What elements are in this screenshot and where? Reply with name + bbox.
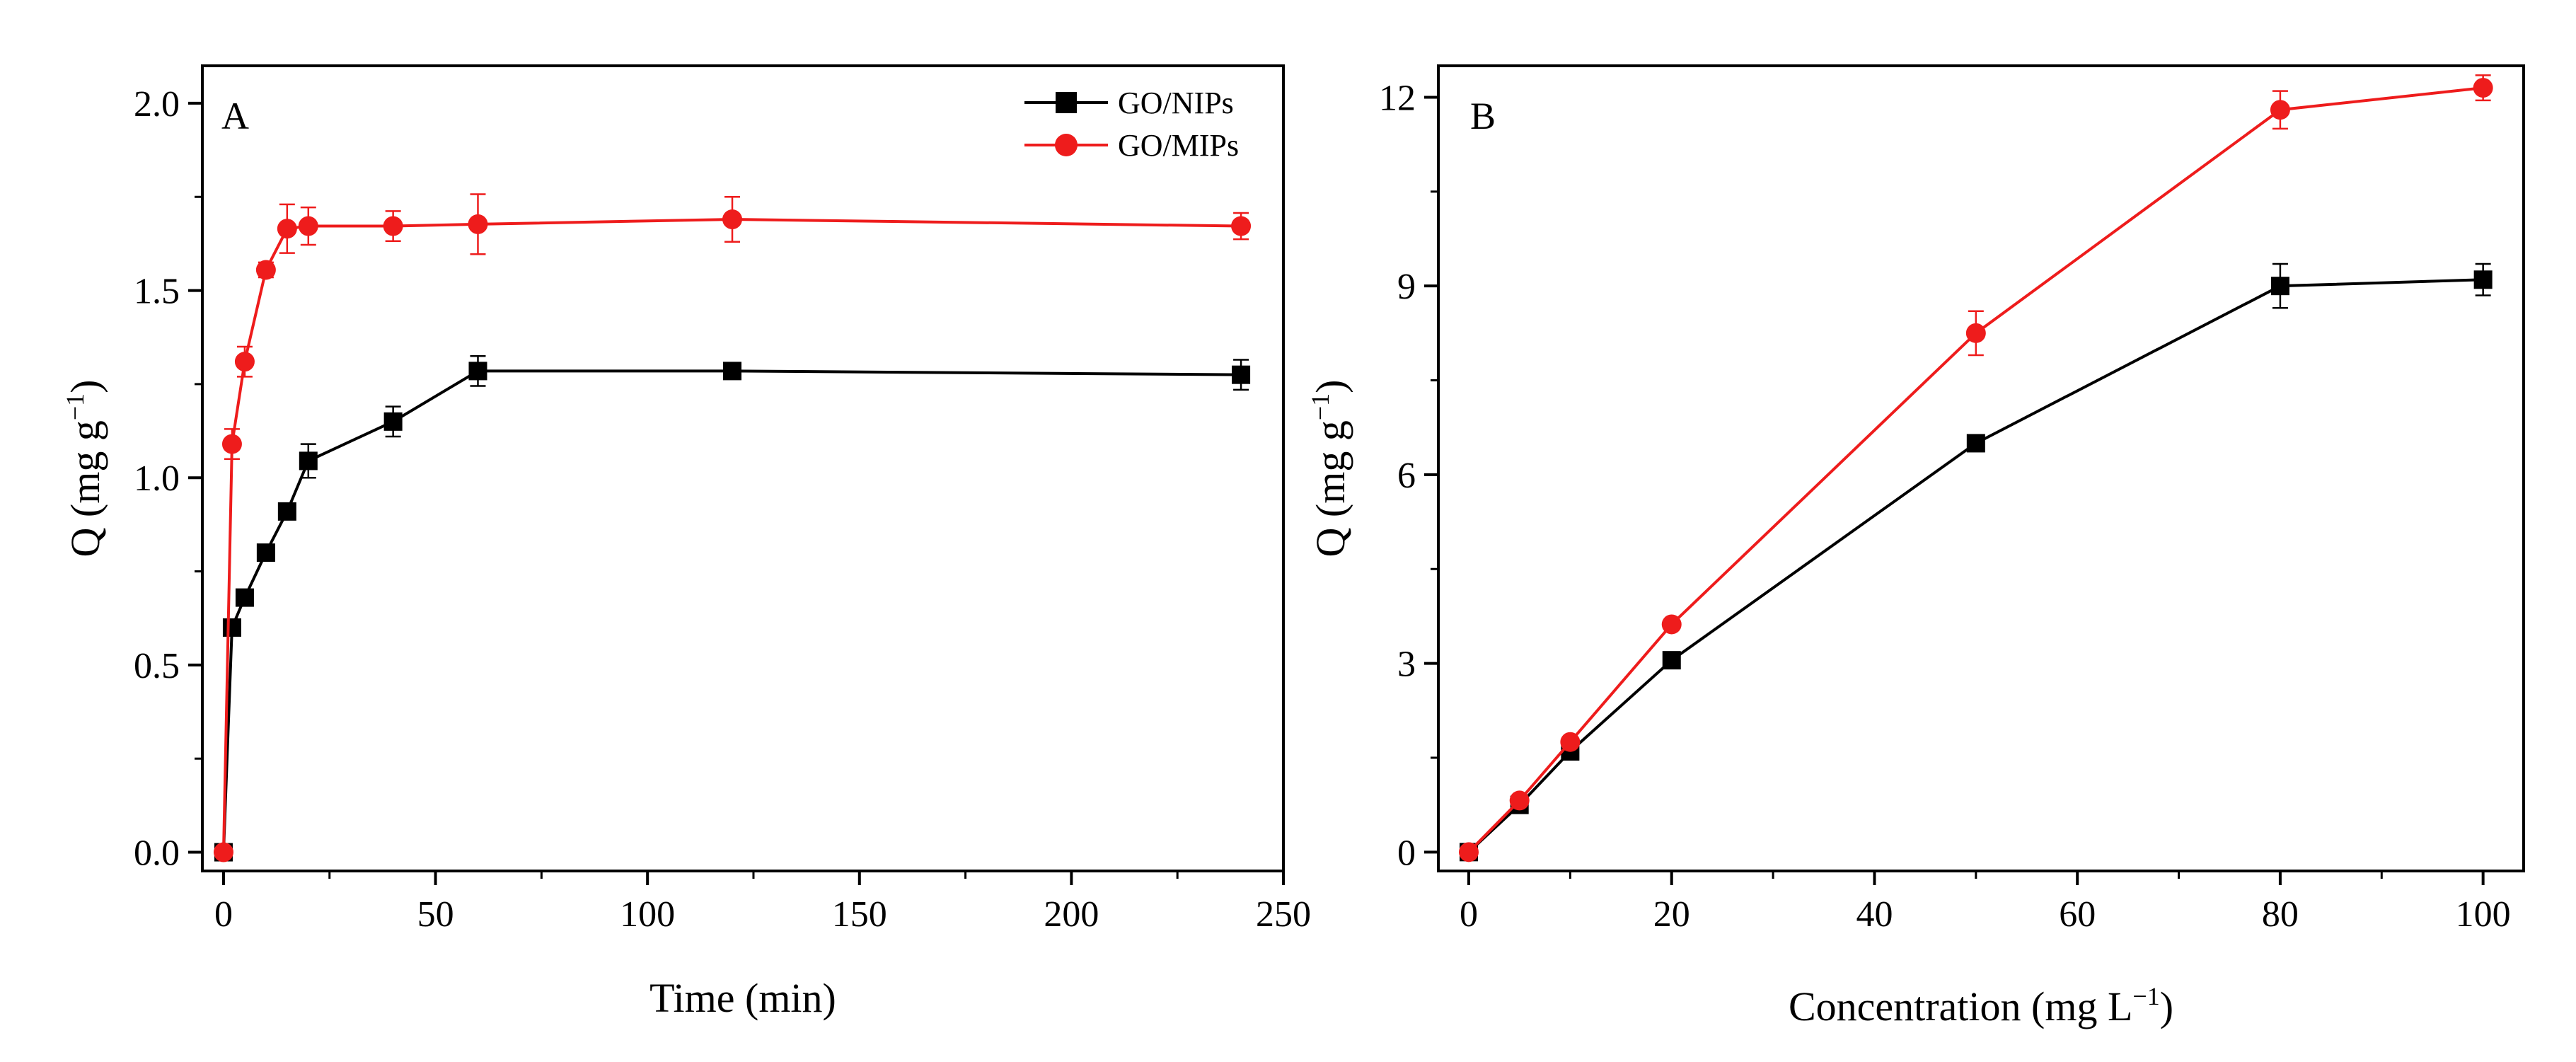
y-tick-label-a: 0.5 [134, 646, 180, 686]
data-point-square [468, 362, 487, 381]
series-line [221, 218, 1242, 853]
data-point-circle [468, 214, 488, 234]
y-tick-label-a: 1.0 [134, 458, 180, 499]
panel-b: 0 20 40 60 80 100 0 3 6 9 12 B Concentration (mg L… [1306, 64, 2525, 1029]
data-point-square [1662, 651, 1681, 670]
data-point-circle [1965, 323, 1986, 343]
data-point-circle [2270, 100, 2290, 120]
legend-label-nips: GO/NIPs [1118, 86, 1234, 120]
x-tick-label-a: 150 [832, 894, 887, 935]
data-point-square [383, 412, 403, 431]
x-tick-label-b: 80 [2262, 894, 2299, 935]
plot-frame-a [201, 64, 1285, 872]
data-point-square [2473, 270, 2493, 289]
legend: GO/NIPs GO/MIPs [1024, 86, 1239, 163]
x-tick-label-a: 250 [1256, 894, 1311, 935]
series-go-mips-b [1459, 74, 2493, 862]
data-point-circle [221, 434, 242, 454]
x-axis-title-a: Time (min) [649, 975, 836, 1021]
legend-marker-mips [1055, 134, 1078, 156]
x-tick-label-a: 100 [620, 894, 675, 935]
legend-marker-nips [1056, 92, 1077, 113]
x-tick-label-b: 0 [1460, 894, 1478, 935]
x-tick-label-a: 0 [214, 894, 233, 935]
data-point-square [222, 618, 241, 637]
data-point-square [299, 451, 318, 471]
data-point-circle [277, 219, 297, 239]
y-tick-label-a: 0.0 [134, 833, 180, 874]
data-point-square [1966, 434, 1985, 453]
series-go-mips-a [213, 193, 1252, 862]
data-point-circle [298, 216, 318, 236]
legend-label-mips: GO/MIPs [1118, 128, 1239, 163]
data-point-circle [1509, 790, 1530, 811]
panel-label-b: B [1470, 95, 1496, 137]
y-tick-label-b: 12 [1379, 78, 1416, 118]
data-point-circle [1661, 614, 1682, 635]
y-tick-label-a: 2.0 [134, 84, 180, 125]
panel-a: 0 50 100 150 200 250 0.0 0.5 1.0 1.5 2.0 A Time (m… [61, 64, 1311, 1021]
data-point-square [2270, 277, 2289, 296]
data-point-circle [1231, 216, 1252, 236]
data-point-circle [255, 260, 276, 280]
data-point-circle [1560, 732, 1581, 752]
plot-frame-b [1437, 64, 2525, 872]
y-tick-label-b: 6 [1397, 456, 1416, 496]
x-axis-title-b: Concentration (mg L−1) [1789, 982, 2173, 1029]
data-point-circle [722, 209, 743, 230]
data-point-square [235, 588, 254, 607]
data-point-square [1232, 365, 1251, 384]
data-point-square [256, 543, 275, 562]
data-point-circle [234, 352, 255, 372]
x-tick-label-b: 20 [1653, 894, 1690, 935]
y-tick-label-a: 1.5 [134, 272, 180, 312]
x-tick-label-b: 60 [2059, 894, 2096, 935]
data-point-square [277, 502, 296, 521]
x-tick-label-b: 40 [1856, 894, 1893, 935]
data-point-circle [2473, 78, 2493, 98]
data-point-square [723, 362, 742, 381]
x-tick-label-b: 100 [2456, 894, 2511, 935]
y-tick-label-b: 9 [1397, 267, 1416, 307]
data-point-circle [383, 216, 403, 236]
series-line [221, 369, 1242, 853]
y-tick-label-b: 0 [1397, 833, 1416, 873]
panel-label-a: A [221, 95, 249, 137]
data-point-circle [213, 842, 233, 862]
y-axis-title-b: Q (mg g−1) [1306, 380, 1353, 558]
data-point-circle [1459, 842, 1479, 862]
y-axis-title-a: Q (mg g−1) [61, 380, 108, 558]
y-tick-label-b: 3 [1397, 645, 1416, 685]
x-tick-label-a: 200 [1044, 894, 1099, 935]
x-tick-label-a: 50 [417, 894, 454, 935]
